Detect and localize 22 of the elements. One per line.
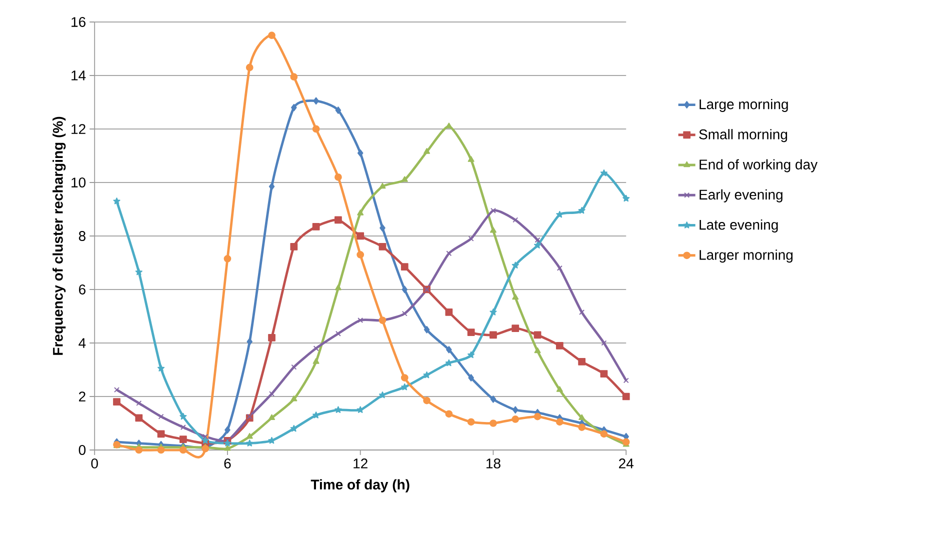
x-tick-label: 0	[91, 458, 98, 468]
y-tick-label: 10	[72, 178, 86, 188]
x-tick-label: 18	[486, 458, 500, 468]
legend-label: Late evening	[700, 219, 778, 232]
y-axis-title: Frequency of cluster recharging (%)	[52, 116, 66, 355]
y-tick-label: 0	[78, 445, 86, 455]
legend-label: Small morning	[699, 129, 788, 142]
y-tick-label: 8	[78, 231, 86, 241]
legend-label: Larger morning	[700, 250, 793, 263]
y-tick-label: 2	[78, 392, 86, 402]
y-tick-label: 16	[72, 17, 86, 27]
x-tick-label: 24	[619, 458, 634, 468]
y-tick-label: 6	[79, 284, 86, 294]
y-tick-label: 12	[72, 124, 86, 134]
y-tick-label: 4	[78, 338, 86, 348]
legend-label: End of working day	[700, 159, 818, 172]
y-tick-label: 14	[72, 70, 86, 80]
x-tick-label: 6	[224, 458, 231, 468]
x-axis-title: Time of day (h)	[310, 479, 410, 492]
x-tick-label: 12	[354, 458, 368, 468]
legend-label: Early evening	[700, 189, 782, 202]
legend-label: Large morning	[700, 98, 788, 112]
